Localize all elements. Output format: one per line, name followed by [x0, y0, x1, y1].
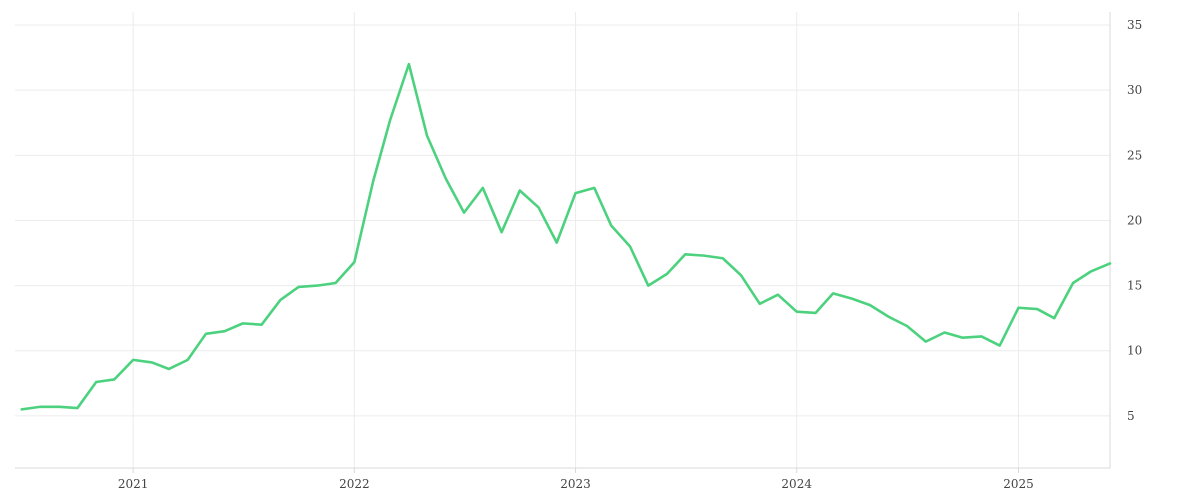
axes — [15, 12, 1111, 473]
y-tick-label: 20 — [1127, 213, 1142, 227]
x-tick-label: 2024 — [781, 477, 812, 491]
series-layer — [20, 62, 1112, 411]
x-tick-label: 2025 — [1003, 477, 1034, 491]
x-tick-label: 2021 — [118, 477, 149, 491]
y-tick-label: 10 — [1127, 344, 1142, 358]
y-tick-label: 25 — [1127, 148, 1142, 162]
x-tick-label: 2023 — [560, 477, 591, 491]
x-axis-ticks: 2021 2022 2023 2024 2025 — [118, 477, 1034, 491]
y-tick-label: 30 — [1127, 83, 1142, 97]
x-tick-label: 2022 — [339, 477, 370, 491]
y-tick-label: 15 — [1127, 279, 1142, 293]
y-tick-label: 35 — [1127, 18, 1142, 32]
series-line-0 — [20, 62, 1112, 411]
grid-lines — [15, 12, 1110, 468]
y-tick-label: 5 — [1127, 409, 1135, 423]
y-axis-ticks: 5 10 15 20 25 30 35 — [1127, 18, 1142, 423]
